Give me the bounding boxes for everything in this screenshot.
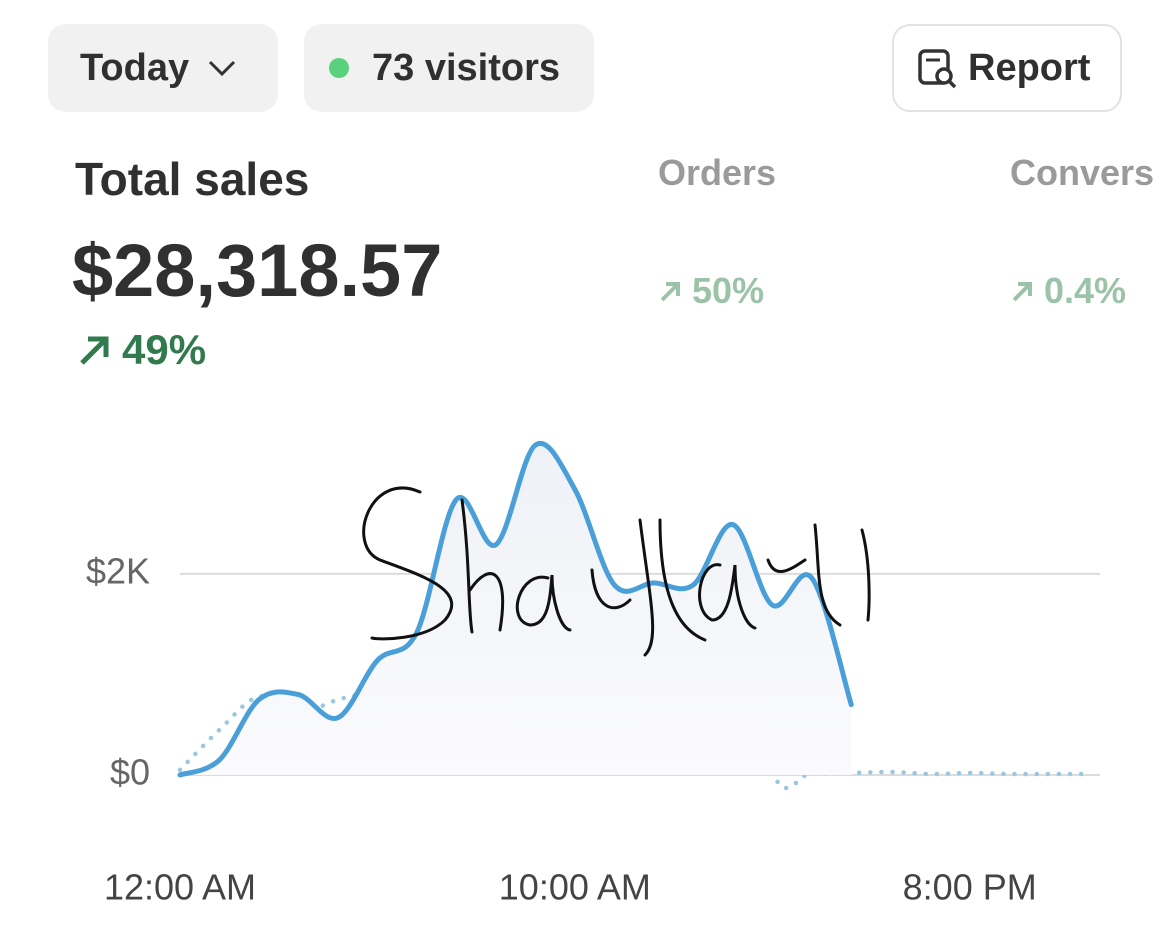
x-tick-label: 12:00 AM	[104, 867, 256, 908]
series-line	[177, 440, 854, 778]
y-tick-label: $0	[110, 752, 150, 793]
metric-value: $28,318.57	[72, 229, 443, 312]
report-icon	[918, 49, 957, 89]
metric-change: 0.4%	[1010, 270, 1126, 312]
visitors-button[interactable]: 73 visitors	[304, 24, 594, 112]
metric-change: 49%	[76, 326, 206, 374]
change-text: 0.4%	[1044, 270, 1127, 311]
up-arrow	[660, 282, 680, 302]
change-text: 49%	[122, 326, 207, 373]
report-button[interactable]: Report	[892, 24, 1122, 112]
range-button[interactable]: Today	[48, 24, 278, 112]
metric-label: Orders	[658, 152, 777, 193]
range-label: Today	[80, 46, 190, 89]
x-tick-label: 8:00 PM	[903, 867, 1037, 908]
y-tick-label: $2K	[86, 550, 150, 591]
up-arrow	[80, 336, 109, 365]
up-arrow	[1012, 282, 1032, 302]
signature	[362, 486, 871, 657]
metric-change: 50%	[658, 270, 764, 312]
report-label: Report	[968, 46, 1091, 89]
live-dot	[329, 58, 349, 78]
x-tick-label: 10:00 AM	[499, 867, 651, 908]
chevron-icon	[209, 60, 236, 77]
change-text: 50%	[692, 270, 765, 311]
metric-label: Total sales	[75, 153, 310, 205]
visitors-label: 73 visitors	[372, 46, 560, 89]
area	[180, 443, 852, 775]
metric-label: Convers	[1010, 152, 1155, 193]
